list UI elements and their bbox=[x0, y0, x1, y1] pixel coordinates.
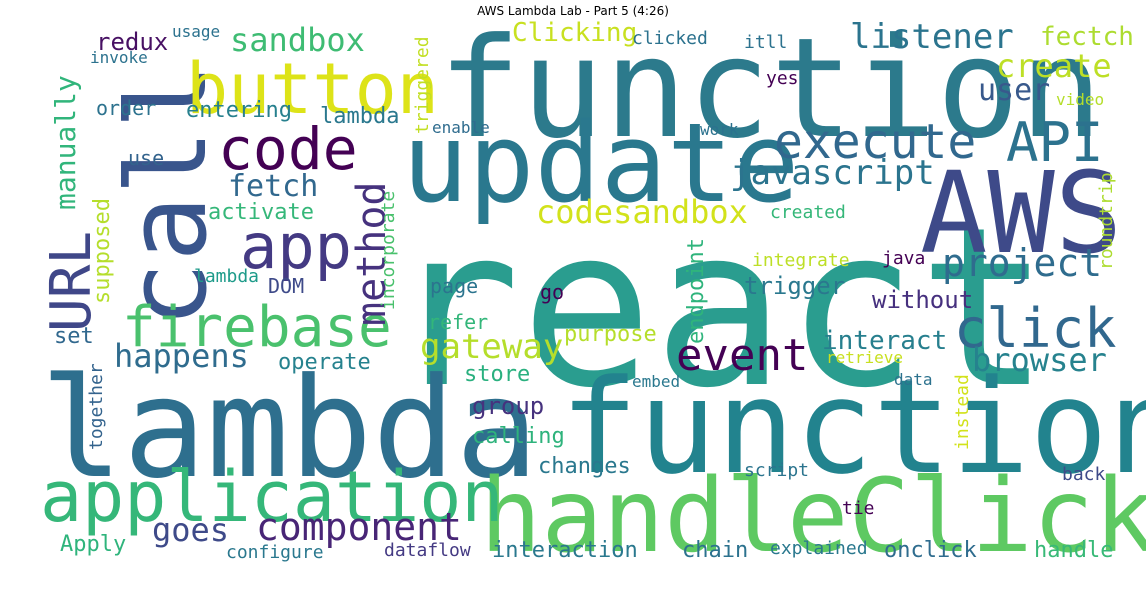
word-app: app bbox=[240, 210, 352, 283]
word-project: project bbox=[942, 241, 1103, 285]
word-create: create bbox=[996, 47, 1112, 85]
word-chain: chain bbox=[682, 538, 749, 563]
word-code: code bbox=[218, 115, 358, 183]
word-cloud: react function function lambda handleCli… bbox=[39, 8, 1146, 580]
word-usage: usage bbox=[172, 22, 221, 41]
word-interact: interact bbox=[822, 326, 948, 356]
word-trigger: trigger bbox=[744, 272, 846, 300]
word-Apply: Apply bbox=[60, 532, 127, 557]
word-fectch: fectch bbox=[1040, 22, 1134, 52]
word-interaction: interaction bbox=[492, 538, 638, 563]
word-update: update bbox=[402, 99, 800, 227]
word-refer: refer bbox=[428, 310, 489, 334]
word-enable: enable bbox=[432, 118, 490, 137]
word-embed: embed bbox=[632, 372, 681, 391]
word-handle: handle bbox=[1034, 538, 1114, 563]
word-order: order bbox=[96, 96, 157, 120]
word-endpoint: endpoint bbox=[684, 238, 709, 344]
word-tie: tie bbox=[842, 498, 875, 519]
word-entering: entering bbox=[186, 98, 292, 123]
word-instead: instead bbox=[952, 374, 973, 450]
word-handleClick: handleClick bbox=[480, 457, 1146, 576]
word-gateway: gateway bbox=[420, 327, 564, 367]
word-changes: changes bbox=[538, 454, 631, 479]
word-created: created bbox=[770, 202, 846, 223]
word-together: together bbox=[86, 363, 107, 450]
word-supposed: supposed bbox=[90, 198, 115, 304]
word-script: script bbox=[744, 460, 810, 481]
word-goes: goes bbox=[152, 511, 230, 549]
word-configure: configure bbox=[226, 542, 324, 563]
word-triggered: triggered bbox=[412, 36, 433, 134]
word-retrieve: retrieve bbox=[826, 348, 904, 367]
word-work: work bbox=[700, 120, 739, 139]
word-browser: browser bbox=[972, 341, 1107, 379]
word-API: API bbox=[1006, 111, 1104, 174]
word-without: without bbox=[872, 286, 974, 314]
word-function: function bbox=[438, 8, 1103, 169]
word-react: react bbox=[388, 180, 1051, 436]
word-activate: activate bbox=[208, 200, 314, 225]
word-onclick: onclick bbox=[884, 538, 977, 563]
word-redux: redux bbox=[96, 28, 169, 56]
word-firebase: firebase bbox=[122, 295, 392, 360]
word-lambda-2: lambda bbox=[320, 104, 400, 129]
word-Clicking: Clicking bbox=[512, 18, 638, 48]
word-incorporate: incorporate bbox=[378, 190, 399, 310]
word-integrate: integrate bbox=[752, 250, 850, 271]
word-itll: itll bbox=[744, 32, 788, 53]
word-invoke: invoke bbox=[90, 48, 148, 67]
word-javascript: javascript bbox=[730, 153, 935, 193]
word-java: java bbox=[882, 248, 926, 269]
word-use: use bbox=[128, 146, 165, 170]
word-data: data bbox=[894, 370, 933, 389]
word-click: click bbox=[954, 297, 1117, 360]
word-set: set bbox=[54, 324, 94, 349]
word-page: page bbox=[430, 274, 479, 298]
word-go: go bbox=[540, 280, 565, 304]
word-manually: manually bbox=[49, 75, 82, 210]
word-happens: happens bbox=[114, 337, 249, 375]
word-listener: listener bbox=[850, 17, 1014, 57]
word-fetch: fetch bbox=[228, 169, 319, 204]
word-AWS: AWS bbox=[920, 149, 1123, 279]
word-component: component bbox=[256, 505, 462, 549]
word-clicked: clicked bbox=[632, 28, 708, 49]
word-explained: explained bbox=[770, 538, 868, 559]
word-application: application bbox=[40, 456, 504, 538]
word-video: video bbox=[1056, 90, 1105, 109]
word-function-2: function bbox=[560, 351, 1146, 503]
word-button: button bbox=[186, 48, 439, 130]
word-yes: yes bbox=[766, 68, 799, 89]
word-purpose: purpose bbox=[564, 322, 657, 347]
word-lambda: lambda bbox=[40, 348, 539, 509]
word-store: store bbox=[464, 362, 531, 387]
word-roundtrip: roundtrip bbox=[1096, 172, 1117, 270]
word-codesandbox: codesandbox bbox=[536, 193, 748, 231]
figure-title: AWS Lambda Lab - Part 5 (4:26) bbox=[477, 4, 669, 18]
word-dataflow: dataflow bbox=[384, 540, 471, 561]
word-sandbox: sandbox bbox=[230, 21, 365, 59]
word-back: back bbox=[1062, 464, 1106, 485]
word-DOM: DOM bbox=[268, 274, 305, 298]
word-execute: execute bbox=[774, 114, 977, 170]
word-operate: operate bbox=[278, 350, 371, 375]
word-event: event bbox=[676, 330, 809, 381]
word-user: user bbox=[978, 73, 1051, 108]
word-calling: calling bbox=[472, 424, 565, 449]
word-group: group bbox=[472, 392, 545, 420]
word-lambda-3: lambda bbox=[194, 266, 260, 287]
